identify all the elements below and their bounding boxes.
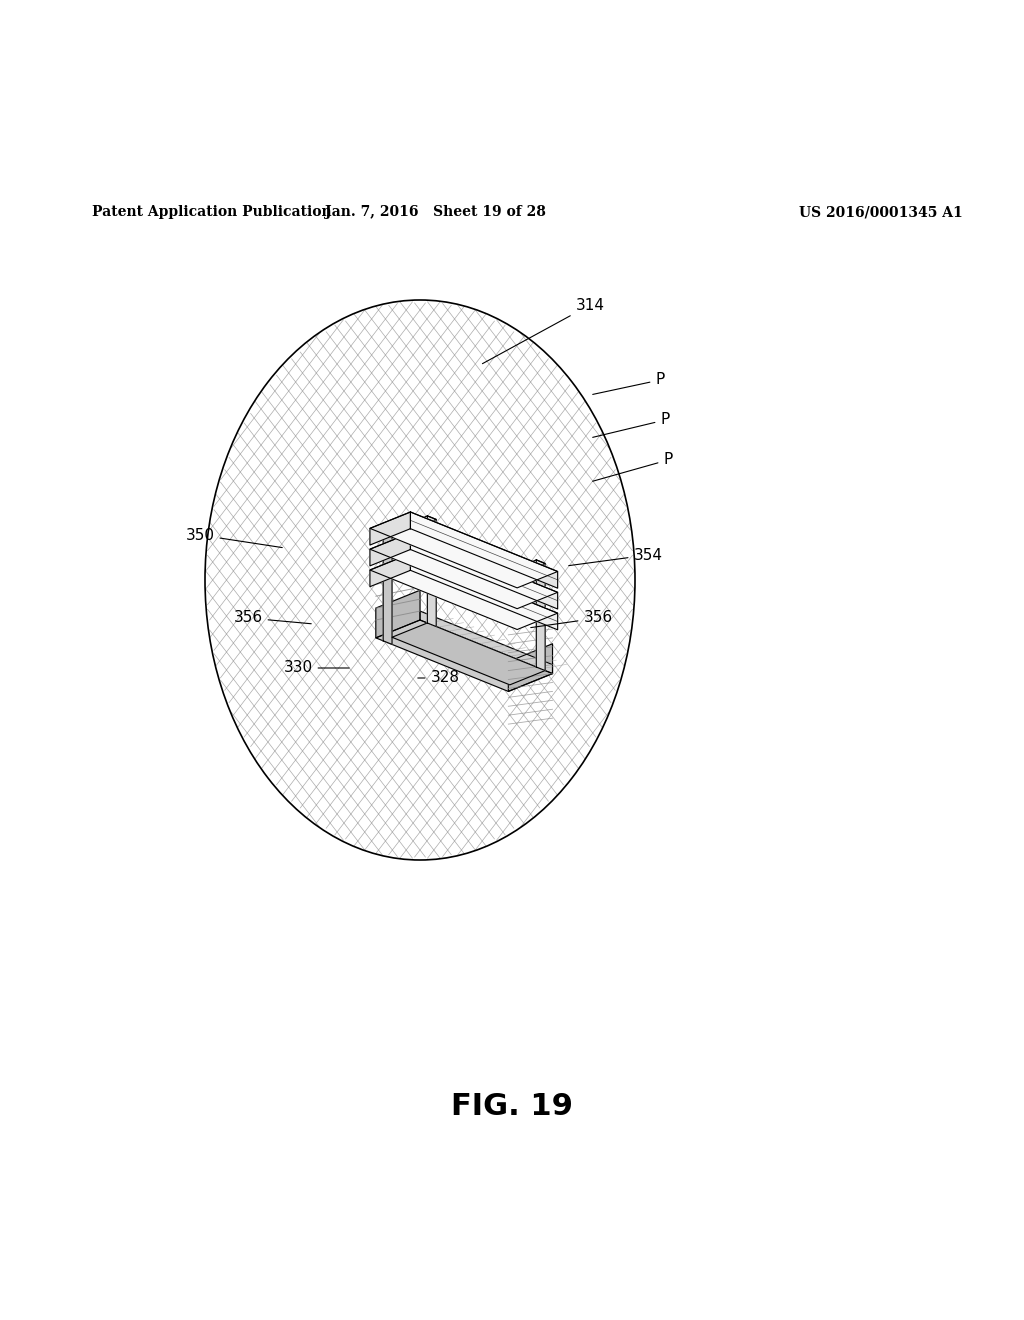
Polygon shape	[383, 533, 392, 644]
Polygon shape	[370, 512, 558, 587]
Text: P: P	[593, 412, 670, 437]
Polygon shape	[411, 512, 558, 589]
Text: Patent Application Publication: Patent Application Publication	[92, 206, 332, 219]
Text: FIG. 19: FIG. 19	[451, 1092, 573, 1121]
Polygon shape	[411, 553, 558, 630]
Text: 314: 314	[482, 297, 604, 364]
Polygon shape	[427, 570, 545, 623]
Polygon shape	[370, 533, 411, 566]
Polygon shape	[493, 560, 545, 581]
Text: 350: 350	[185, 528, 283, 548]
Polygon shape	[508, 644, 553, 692]
Polygon shape	[392, 623, 545, 685]
Text: 356: 356	[233, 610, 311, 626]
Polygon shape	[411, 533, 558, 609]
Text: 330: 330	[284, 660, 349, 676]
Polygon shape	[376, 590, 420, 638]
Text: Jan. 7, 2016   Sheet 19 of 28: Jan. 7, 2016 Sheet 19 of 28	[325, 206, 546, 219]
Polygon shape	[537, 560, 545, 671]
Polygon shape	[376, 620, 553, 692]
Polygon shape	[370, 553, 558, 630]
Polygon shape	[420, 611, 553, 673]
Polygon shape	[370, 553, 411, 586]
Text: P: P	[593, 453, 673, 482]
Polygon shape	[370, 512, 411, 545]
Text: 356: 356	[530, 610, 612, 627]
Polygon shape	[427, 516, 436, 627]
Text: P: P	[593, 372, 665, 395]
Text: US 2016/0001345 A1: US 2016/0001345 A1	[799, 206, 963, 219]
Polygon shape	[370, 533, 558, 609]
Text: 354: 354	[568, 548, 663, 566]
Text: 328: 328	[418, 671, 460, 685]
Polygon shape	[383, 516, 436, 537]
